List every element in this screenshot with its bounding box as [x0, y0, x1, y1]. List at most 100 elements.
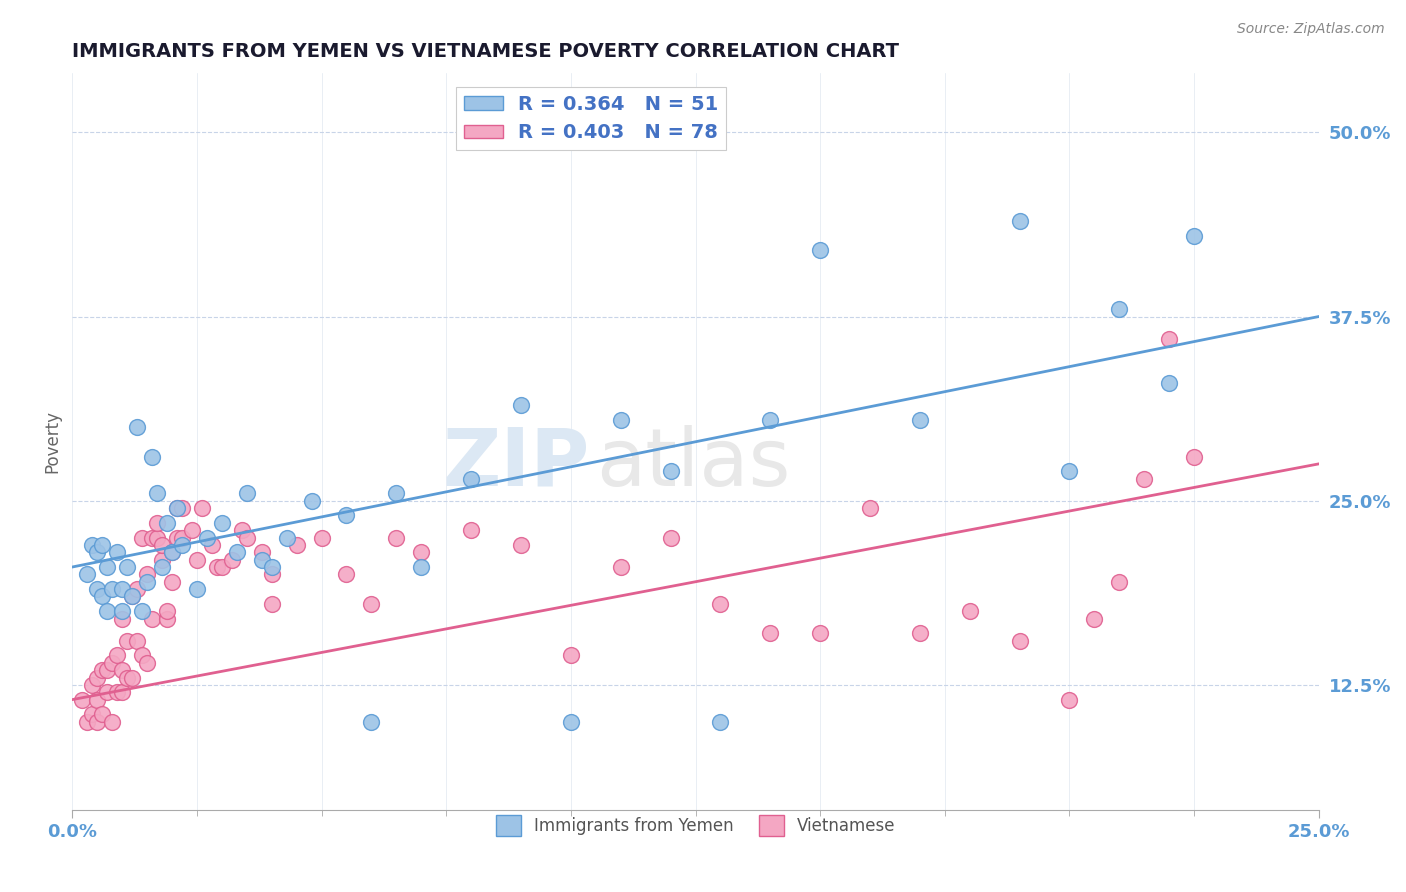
Point [1008, 213, 1031, 227]
Point [170, 501, 193, 516]
Point [659, 531, 682, 545]
Point [335, 567, 357, 582]
Point [141, 450, 163, 464]
Point [211, 516, 233, 530]
Point [260, 567, 283, 582]
Point [460, 523, 482, 537]
Point [411, 560, 433, 574]
Point [111, 582, 134, 596]
Point [136, 656, 159, 670]
Point [759, 412, 782, 426]
Point [411, 545, 433, 559]
Point [166, 501, 188, 516]
Point [121, 671, 143, 685]
Point [125, 582, 148, 596]
Point [111, 611, 134, 625]
Point [1108, 302, 1130, 317]
Point [125, 420, 148, 434]
Point [908, 626, 931, 640]
Point [908, 412, 931, 426]
Point [201, 538, 224, 552]
Point [115, 560, 138, 574]
Point [105, 545, 128, 559]
Point [1159, 376, 1181, 390]
Point [335, 508, 357, 523]
Point [1159, 332, 1181, 346]
Point [131, 604, 153, 618]
Point [150, 552, 173, 566]
Point [959, 604, 981, 618]
Point [250, 545, 273, 559]
Point [360, 597, 382, 611]
Point [91, 538, 114, 552]
Point [96, 604, 118, 618]
Point [225, 545, 247, 559]
Text: Source: ZipAtlas.com: Source: ZipAtlas.com [1237, 22, 1385, 37]
Point [125, 633, 148, 648]
Point [260, 560, 283, 574]
Point [150, 560, 173, 574]
Point [150, 538, 173, 552]
Point [101, 656, 124, 670]
Point [86, 582, 108, 596]
Point [360, 714, 382, 729]
Point [111, 663, 134, 677]
Point [385, 531, 408, 545]
Legend: Immigrants from Yemen, Vietnamese: Immigrants from Yemen, Vietnamese [489, 809, 903, 842]
Text: IMMIGRANTS FROM YEMEN VS VIETNAMESE POVERTY CORRELATION CHART: IMMIGRANTS FROM YEMEN VS VIETNAMESE POVE… [72, 42, 900, 61]
Point [111, 604, 134, 618]
Point [86, 545, 108, 559]
Point [91, 663, 114, 677]
Point [1059, 464, 1081, 478]
Point [160, 574, 183, 589]
Point [121, 590, 143, 604]
Point [115, 671, 138, 685]
Point [91, 707, 114, 722]
Point [121, 590, 143, 604]
Point [1133, 472, 1156, 486]
Point [115, 633, 138, 648]
Point [82, 538, 104, 552]
Point [510, 398, 533, 412]
Point [131, 648, 153, 663]
Point [86, 671, 108, 685]
Point [186, 552, 208, 566]
Point [156, 516, 179, 530]
Point [709, 597, 731, 611]
Point [166, 501, 188, 516]
Point [221, 552, 243, 566]
Point [160, 545, 183, 559]
Point [191, 501, 214, 516]
Point [146, 516, 169, 530]
Point [170, 538, 193, 552]
Y-axis label: Poverty: Poverty [44, 410, 60, 474]
Point [560, 648, 582, 663]
Point [82, 678, 104, 692]
Point [160, 545, 183, 559]
Point [709, 714, 731, 729]
Point [136, 574, 159, 589]
Text: ZIP: ZIP [443, 425, 589, 503]
Point [131, 531, 153, 545]
Point [231, 523, 253, 537]
Point [311, 531, 333, 545]
Point [759, 626, 782, 640]
Point [659, 464, 682, 478]
Point [276, 531, 298, 545]
Point [166, 531, 188, 545]
Point [156, 604, 179, 618]
Point [170, 531, 193, 545]
Point [76, 714, 98, 729]
Point [96, 560, 118, 574]
Point [250, 552, 273, 566]
Point [385, 486, 408, 500]
Point [101, 714, 124, 729]
Point [560, 714, 582, 729]
Point [141, 611, 163, 625]
Point [186, 582, 208, 596]
Point [1008, 633, 1031, 648]
Point [1083, 611, 1105, 625]
Point [510, 538, 533, 552]
Point [205, 560, 228, 574]
Point [1182, 228, 1205, 243]
